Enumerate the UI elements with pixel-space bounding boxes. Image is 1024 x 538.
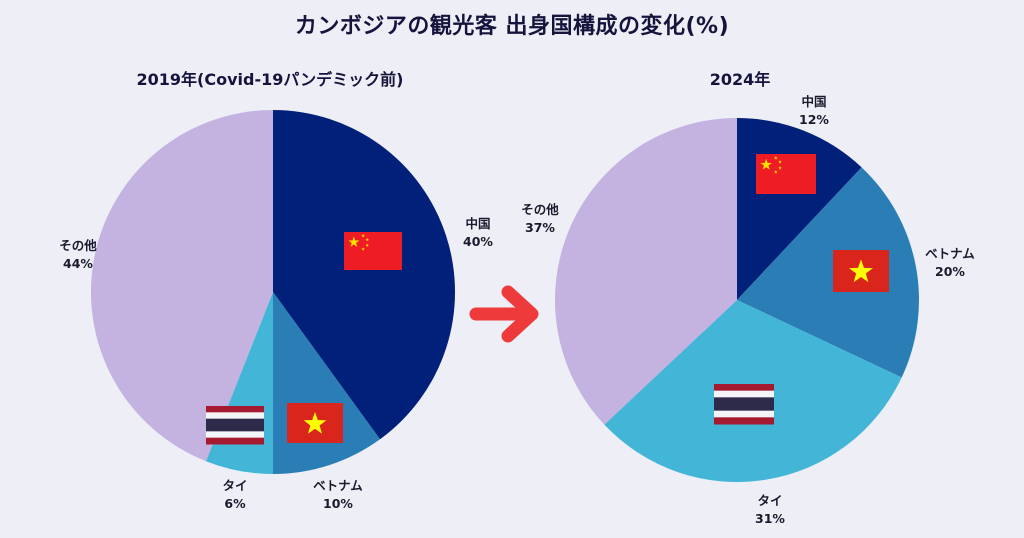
- pie-slice-4: [90, 110, 274, 462]
- slice-label: タイ: [757, 493, 782, 508]
- slice-value-label: 37%: [525, 220, 555, 235]
- pie-2019: 中国 40% ベトナム 10% タイ 6% その他 44%: [59, 109, 493, 511]
- pie-slice-2: [737, 167, 920, 378]
- pie-2024: 中国 12% ベトナム 20% タイ 31% その他 37%: [521, 94, 975, 526]
- slice-value-label: 44%: [63, 256, 93, 271]
- slice-value-label: 10%: [323, 496, 353, 511]
- vietnam-flag-icon: [833, 250, 889, 292]
- slice-label: ベトナム: [925, 246, 975, 261]
- chart-title: カンボジアの観光客 出身国構成の変化(%): [294, 14, 730, 39]
- china-flag-icon: [344, 232, 402, 270]
- slice-label: その他: [59, 238, 97, 253]
- pie-2019-title: 2019年(Covid-19パンデミック前): [136, 70, 404, 89]
- pie-slice-4: [555, 118, 737, 425]
- slice-value-label: 40%: [463, 234, 493, 249]
- china-flag-icon: [756, 154, 816, 194]
- slice-label: ベトナム: [313, 478, 363, 493]
- pie-2024-title: 2024年: [709, 70, 771, 89]
- vietnam-flag-icon: [287, 403, 343, 443]
- slice-value-label: 12%: [799, 112, 829, 127]
- pie-slice-1: [273, 109, 456, 440]
- slice-value-label: 31%: [755, 511, 785, 526]
- slice-label: タイ: [222, 478, 247, 493]
- slice-value-label: 20%: [935, 264, 965, 279]
- right-arrow-icon: [469, 285, 539, 343]
- thailand-flag-icon: [206, 406, 264, 445]
- slice-value-label: 6%: [224, 496, 246, 511]
- slice-label: その他: [521, 202, 559, 217]
- thailand-flag-icon: [714, 384, 774, 425]
- slice-label: 中国: [465, 216, 490, 231]
- slice-label: 中国: [801, 94, 826, 109]
